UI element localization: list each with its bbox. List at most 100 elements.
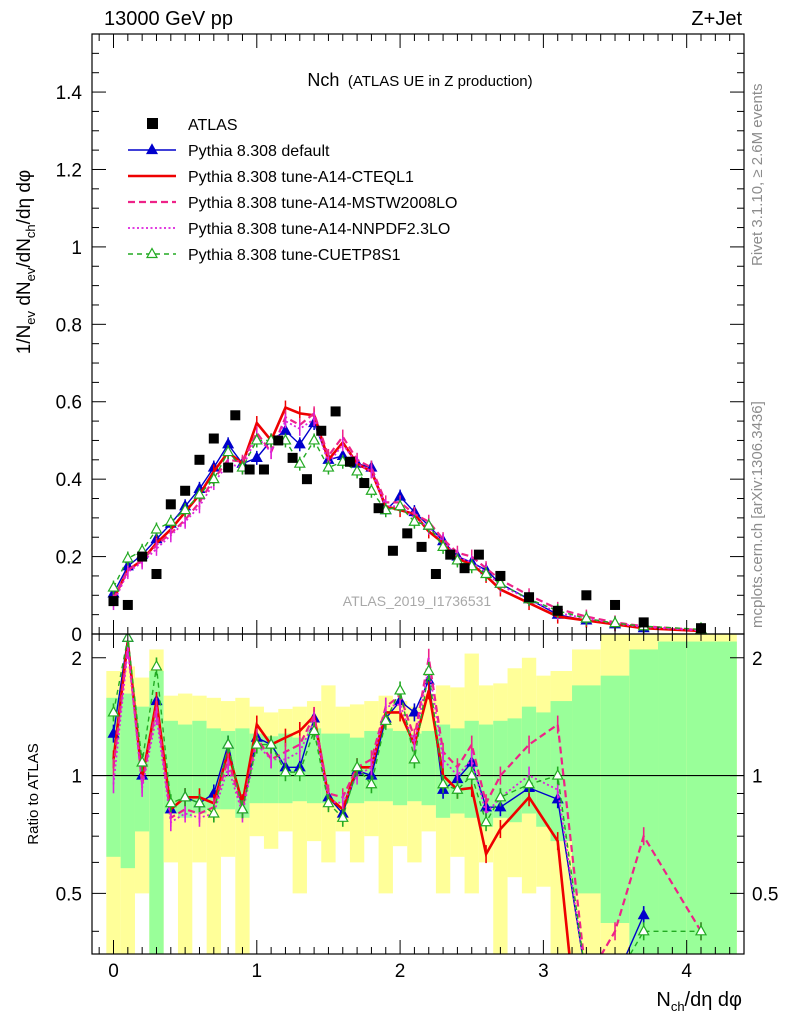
ratio-series-4-marker (610, 975, 620, 984)
green-band (120, 693, 135, 869)
main-series-4-marker (322, 460, 335, 472)
atlas-data-point (258, 464, 269, 475)
ratio-series-4-marker (193, 796, 206, 808)
main-y-tick-label: 0 (71, 625, 82, 646)
legend-label-0: ATLAS (188, 117, 238, 134)
ratio-series-4-marker (136, 755, 149, 767)
main-series-4-marker (351, 464, 364, 476)
ratio-series-4-marker (336, 811, 349, 822)
green-band (392, 730, 408, 806)
atlas-data-point (402, 528, 413, 539)
ratio-series-0-marker (610, 975, 620, 984)
atlas-data-point (316, 425, 327, 436)
rivet-label: Rivet 3.1.10, ≥ 2.6M events (749, 84, 766, 267)
main-series-2-line (112, 411, 702, 632)
main-series-4-marker (480, 567, 493, 579)
main-series-4-marker (107, 580, 120, 592)
ratio-series-4-marker (523, 777, 536, 789)
ratio-series-4-marker (694, 924, 708, 936)
main-series-4-marker (609, 616, 622, 628)
atlas-data-point (208, 433, 219, 444)
ratio-y-tick-label-left: 1 (71, 767, 82, 788)
green-band (629, 649, 659, 954)
ratio-y-tick-label-left: 0.5 (56, 884, 82, 905)
main-series-4-marker (437, 540, 450, 552)
ratio-series-0-marker (581, 975, 591, 984)
atlas-data-point (495, 570, 506, 581)
atlas-data-point (524, 592, 535, 603)
ratio-series-4-marker (408, 752, 421, 764)
atlas-data-point (430, 569, 441, 579)
plot-title-main: Nch (307, 70, 339, 90)
main-y-tick-label: 0.8 (56, 315, 82, 336)
green-band (378, 728, 393, 802)
axis-ticks (92, 34, 744, 954)
main-y-tick-label: 0.6 (56, 393, 82, 414)
main-y-axis-label: 1/Nev dNev/dNch/dη dφ (14, 170, 38, 355)
ratio-series-4-marker (279, 765, 292, 777)
ratio-y-tick-label-left: 2 (71, 649, 82, 670)
ratio-series-4-marker (379, 714, 392, 725)
mcplots-label: mcplots.cern.ch [arXiv:1306.3436] (749, 401, 766, 628)
atlas-data-point (638, 617, 649, 628)
ratio-series-4-marker (250, 737, 263, 749)
main-series-4-marker (494, 576, 507, 588)
green-band (192, 720, 207, 814)
x-tick-label: 4 (681, 961, 692, 982)
ratio-series-4-marker (351, 760, 364, 772)
ratio-series-4-marker (365, 777, 378, 789)
legend-marker-4 (145, 247, 159, 259)
ratio-series-4-marker (437, 777, 450, 789)
ratio-y-axis-label: Ratio to ATLAS (25, 743, 42, 844)
legend-label-3: Pythia 8.308 tune-A14-MSTW2008LO (188, 195, 457, 212)
atlas-data-point (165, 499, 176, 510)
ratio-series-3-line (112, 649, 584, 954)
legend: ATLAS Pythia 8.308 default Pythia 8.308 tu… (128, 117, 457, 264)
main-series-4-marker (150, 522, 163, 534)
green-band (177, 724, 193, 818)
ratio-series-4-marker (265, 737, 278, 749)
atlas-data-point (151, 569, 162, 579)
main-series-4-marker (222, 445, 235, 457)
ratio-series-4-marker (179, 790, 192, 802)
atlas-data-point (108, 596, 119, 607)
legend-label-2: Pythia 8.308 tune-A14-CTEQL1 (188, 169, 414, 186)
atlas-data-point (344, 456, 355, 467)
ratio-series-0-marker (637, 908, 650, 920)
legend-marker-0 (145, 143, 159, 155)
main-series-0-marker (293, 437, 306, 449)
main-series-4-marker (580, 611, 593, 623)
main-series-0-marker (250, 451, 263, 462)
ratio-y-tick-label-right: 2 (752, 649, 763, 670)
main-y-tick-label: 0.4 (56, 470, 83, 491)
ratio-series-4-marker (422, 664, 435, 676)
atlas-data-point (194, 454, 205, 465)
main-series-4-marker (193, 487, 206, 499)
atlas-data-point (473, 549, 484, 560)
plot-title-suffix: (ATLAS UE in Z production) (348, 73, 533, 90)
atlas-data-point (330, 406, 341, 417)
legend-label-5: Pythia 8.308 tune-CUETP8S1 (188, 247, 401, 264)
green-band (421, 730, 436, 806)
atlas-data-point (610, 599, 621, 610)
main-series-4-marker (207, 472, 220, 484)
analysis-watermark: ATLAS_2019_I1736531 (343, 593, 492, 609)
main-series-4-marker (408, 515, 421, 526)
axis-tick-labels: 0 1 2 3 4 0 0.2 0.4 0.6 0.8 1 1.2 1.4 0.5 0.5 1 1 2 2 (56, 83, 779, 982)
atlas-data-point (287, 452, 298, 463)
atlas-data-point (244, 464, 255, 475)
atlas-data-point (301, 474, 312, 485)
main-series-4-marker (179, 503, 192, 515)
atlas-data-point (552, 605, 563, 616)
green-band (572, 685, 601, 894)
ratio-y-tick-label-right: 0.5 (752, 884, 778, 905)
header-left: 13000 GeV pp (104, 8, 233, 30)
ratio-series-4-marker (236, 802, 249, 814)
ratio-plot-frame (91, 633, 745, 955)
ratio-series-4-marker (293, 765, 306, 777)
main-series-4-marker (308, 433, 321, 445)
green-band (600, 675, 630, 924)
plot-title: Nch (ATLAS UE in Z production) (307, 70, 532, 90)
x-axis-label: Nch/dη dφ (656, 989, 742, 1014)
